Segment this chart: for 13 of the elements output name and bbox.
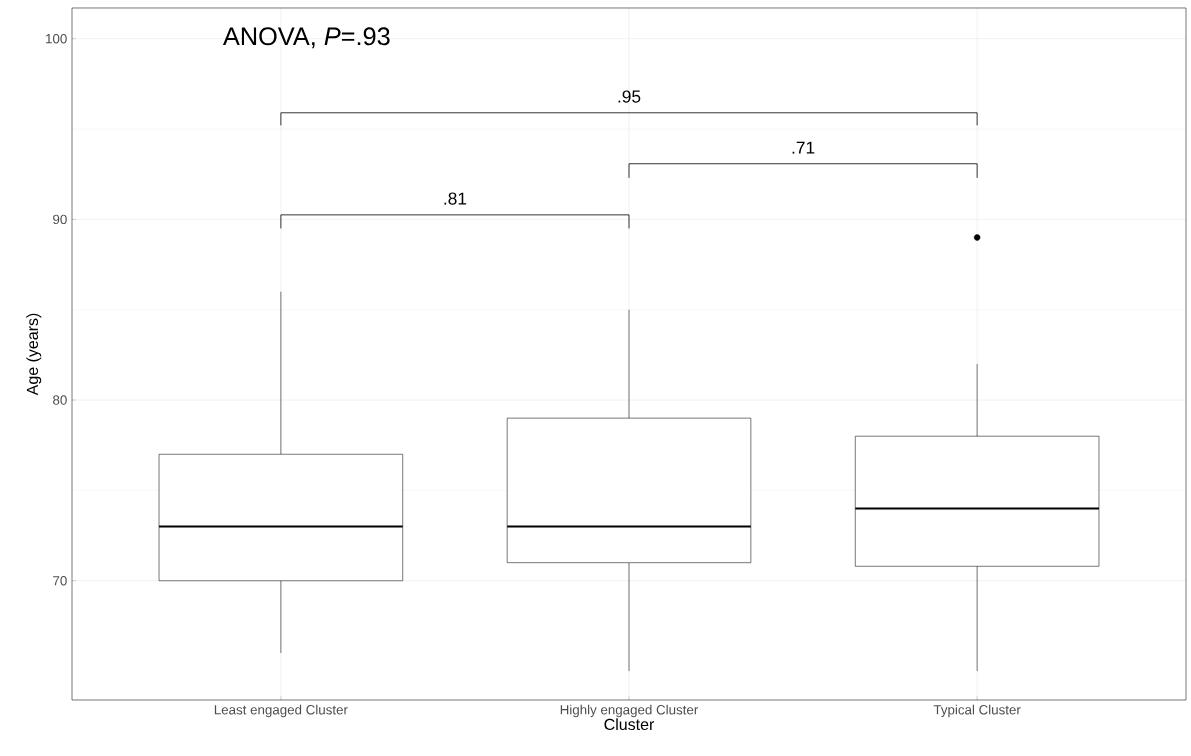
annotation: .95 [618, 90, 641, 103]
y-tick-label: 100 [46, 33, 67, 44]
x-axis-title: Cluster [604, 718, 655, 731]
y-tick-label: 90 [53, 214, 67, 225]
y-tick-label: 70 [53, 576, 67, 586]
x-tick-label: Highly engaged Cluster [560, 704, 699, 718]
annotation: .71 [792, 141, 815, 154]
y-axis-title: Age (years) [26, 313, 42, 396]
x-tick-label: Typical Cluster [933, 704, 1021, 718]
annotation: .81 [444, 192, 467, 205]
annotation: ANOVA, P=.93 [222, 27, 390, 49]
x-tick-label: Least engaged Cluster [214, 704, 348, 718]
y-tick-label: 80 [53, 395, 67, 405]
